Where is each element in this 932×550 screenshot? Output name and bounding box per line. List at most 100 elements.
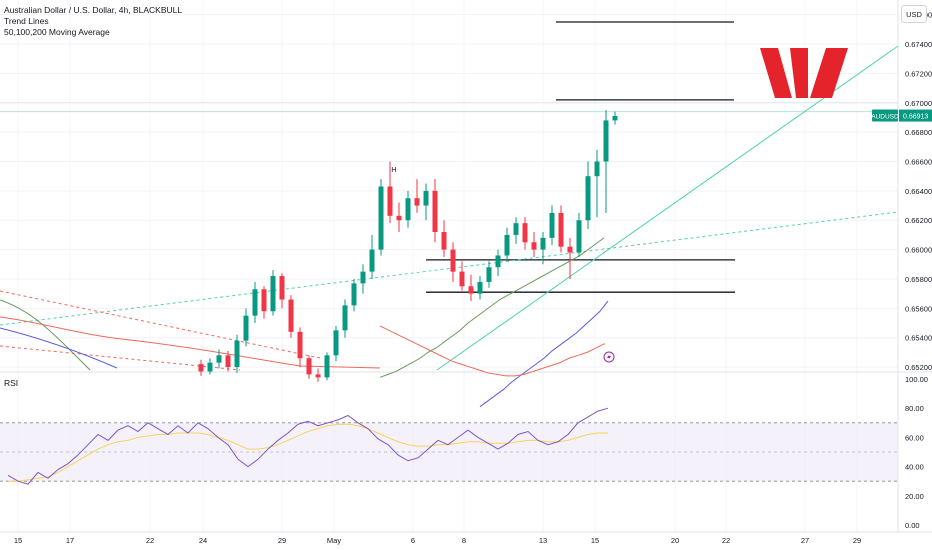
price-tick: 0.67400 (905, 40, 932, 49)
candle-body (234, 340, 240, 368)
trend-line-red-1 (0, 290, 321, 359)
logo-bar (760, 48, 792, 98)
bank-logo (760, 48, 848, 98)
rsi-tick: 100.00 (905, 375, 928, 384)
price-tick: 0.66600 (905, 158, 932, 167)
price-tick: 0.67200 (905, 69, 932, 78)
candle-body (576, 220, 582, 253)
price-tick: 0.66400 (905, 187, 932, 196)
chart-legend: Australian Dollar / U.S. Dollar, 4h, BLA… (4, 5, 182, 38)
time-tick: 13 (539, 536, 547, 545)
candle-body (378, 186, 384, 250)
horizontal-levels[interactable] (0, 21, 898, 293)
symbol-badge (872, 109, 898, 122)
candle-body (612, 115, 618, 121)
candle-body (459, 271, 465, 287)
time-tick: 15 (14, 536, 22, 545)
time-tick: 22 (146, 536, 154, 545)
trend-line-dashed (0, 211, 899, 326)
candle-body (342, 305, 348, 331)
candle-body (594, 161, 600, 177)
annotations: H (391, 165, 615, 363)
candle-body (513, 223, 519, 235)
candle-body (270, 276, 276, 312)
high-label: H (391, 165, 396, 174)
candle-body (504, 234, 510, 256)
candle-body (207, 362, 213, 372)
rsi-line (7, 407, 609, 485)
candle-body (540, 237, 546, 250)
rsi-band (0, 422, 898, 482)
ma200-left (0, 316, 381, 369)
legend-title[interactable]: Australian Dollar / U.S. Dollar, 4h, BLA… (4, 5, 183, 15)
candle-body (405, 198, 411, 221)
candle-body (306, 358, 312, 375)
candle-body (549, 212, 555, 238)
rsi-tick: 40.00 (905, 463, 924, 472)
candle-body (423, 190, 429, 206)
time-tick: 22 (722, 536, 730, 545)
price-tick: 0.66800 (905, 128, 932, 137)
lightning-icon (607, 353, 611, 361)
symbol-label: AUDUSD (871, 114, 899, 121)
price-axis[interactable]: 0.676000.674000.672000.670000.668000.666… (871, 11, 932, 530)
rsi-legend[interactable]: RSI (4, 378, 19, 388)
candle-body (495, 255, 501, 268)
time-tick: 6 (411, 536, 415, 545)
candle-body (198, 364, 204, 372)
candle-body (387, 186, 393, 216)
logo-bar (810, 48, 848, 98)
price-tick: 0.66000 (905, 246, 932, 255)
candle-body (351, 283, 357, 306)
candle-body (531, 242, 537, 250)
candle-body (486, 267, 492, 282)
logo-bar (790, 48, 808, 98)
moving-averages (0, 237, 609, 408)
candle-body (216, 355, 222, 363)
legend-trend-lines[interactable]: Trend Lines (4, 16, 49, 26)
candle-body (333, 330, 339, 356)
price-tick: 0.65200 (905, 363, 932, 372)
currency-button[interactable]: USD (901, 5, 927, 23)
candle-body (288, 299, 294, 332)
rsi-pane (0, 407, 898, 485)
time-tick: 29 (853, 536, 861, 545)
candle-body (315, 374, 321, 378)
candle-body (324, 355, 330, 378)
time-tick: 27 (801, 536, 809, 545)
legend-moving-average[interactable]: 50,100,200 Moving Average (4, 27, 110, 37)
price-tick: 0.66200 (905, 216, 932, 225)
ma50-line (379, 237, 605, 378)
candle-body (225, 355, 231, 368)
price-tick: 0.65400 (905, 334, 932, 343)
price-tick: 0.65800 (905, 275, 932, 284)
candle-body (243, 315, 249, 341)
candle-body (585, 176, 591, 221)
candle-body (522, 223, 528, 243)
candles (198, 110, 618, 382)
candle-body (360, 271, 366, 284)
rsi-tick: 20.00 (905, 492, 924, 501)
ma100-left (0, 327, 118, 369)
time-axis[interactable]: 15 17 22 24 29 May 6 8 13 15 20 22 27 29 (14, 536, 861, 545)
candle-body (261, 289, 267, 312)
time-tick: 8 (462, 536, 466, 545)
candle-body (432, 190, 438, 232)
time-tick: 17 (66, 536, 74, 545)
candle-body (414, 198, 420, 206)
rsi-tick: 0.00 (905, 521, 920, 530)
ma100-line (479, 300, 609, 408)
candle-body (477, 281, 483, 294)
candle-body (468, 286, 474, 294)
candle-body (252, 289, 258, 316)
price-tick: 0.67000 (905, 99, 932, 108)
time-tick: 15 (591, 536, 599, 545)
time-tick: May (327, 536, 341, 545)
candle-body (279, 276, 285, 300)
candle-body (297, 331, 303, 359)
trend-line-red-2 (0, 345, 241, 371)
trend-lines[interactable] (0, 45, 899, 371)
candle-body (369, 249, 375, 272)
